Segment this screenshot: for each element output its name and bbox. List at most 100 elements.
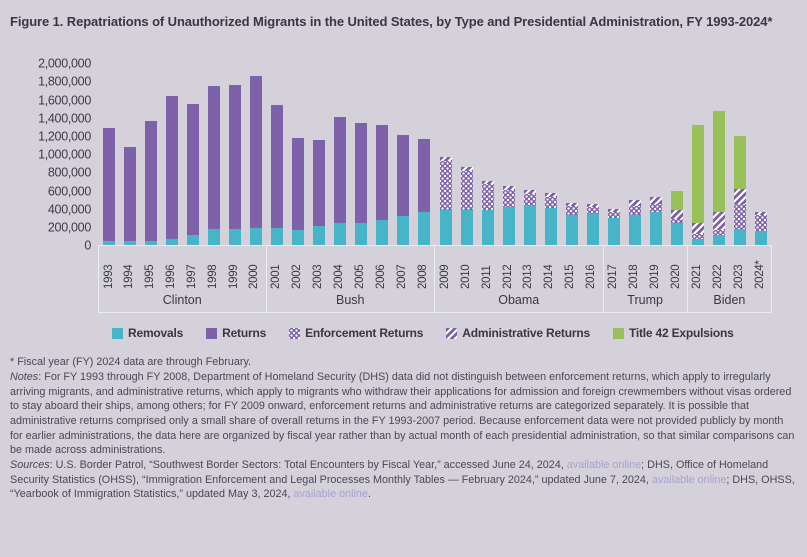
stacked-bar-2022 bbox=[713, 111, 726, 246]
stacked-bar-2018 bbox=[629, 199, 642, 246]
legend-item-title-42-expulsions: Title 42 Expulsions bbox=[612, 326, 734, 340]
stacked-bar-1995 bbox=[144, 121, 157, 246]
segment-removals bbox=[629, 214, 642, 246]
y-axis-tick-label: 1,200,000 bbox=[38, 129, 91, 144]
year-label: 1995 bbox=[144, 264, 157, 290]
stacked-bar-2014 bbox=[544, 193, 557, 246]
segment-enforcement_returns bbox=[481, 184, 494, 211]
segment-removals bbox=[671, 223, 684, 246]
segment-removals bbox=[544, 208, 557, 246]
stacked-bar-2024 bbox=[755, 212, 768, 246]
segment-returns bbox=[207, 86, 220, 230]
segment-returns bbox=[186, 103, 199, 235]
segment-removals bbox=[207, 229, 220, 246]
stacked-bar-2000 bbox=[249, 75, 262, 246]
available-online-link[interactable]: available online bbox=[293, 488, 368, 501]
stacked-bar-2015 bbox=[565, 203, 578, 246]
segment-returns bbox=[418, 138, 431, 213]
bars-row bbox=[687, 64, 772, 247]
stacked-bar-2010 bbox=[460, 167, 473, 246]
stacked-bar-2002 bbox=[292, 138, 305, 246]
stacked-bar-2021 bbox=[692, 124, 705, 246]
footnote-paragraph: Notes: For FY 1993 through FY 2008, Depa… bbox=[10, 370, 797, 458]
president-label: Bush bbox=[336, 293, 365, 308]
segment-title42 bbox=[692, 124, 705, 223]
segment-enforcement_returns bbox=[713, 230, 726, 236]
segment-returns bbox=[334, 117, 347, 224]
president-label: Clinton bbox=[162, 293, 202, 308]
segment-removals bbox=[186, 234, 199, 246]
stacked-bar-2009 bbox=[439, 156, 452, 246]
segment-removals bbox=[460, 210, 473, 246]
segment-returns bbox=[228, 85, 241, 229]
stacked-bar-2011 bbox=[481, 180, 494, 246]
segment-removals bbox=[165, 238, 178, 246]
footnote-paragraph: Sources: U.S. Border Patrol, “Southwest … bbox=[10, 458, 797, 502]
stacked-bar-2003 bbox=[313, 140, 326, 246]
segment-removals bbox=[608, 218, 621, 246]
segment-removals bbox=[271, 228, 284, 246]
y-axis-tick-label: 0 bbox=[84, 238, 91, 253]
y-axis: 2,000,000 1,800,000 1,600,000 1,400,000 1,20… bbox=[8, 57, 98, 253]
year-label: 2006 bbox=[374, 264, 387, 290]
bars-row bbox=[435, 64, 604, 247]
stacked-bar-2019 bbox=[650, 196, 663, 246]
segment-removals bbox=[102, 241, 115, 246]
year-label: 2001 bbox=[270, 264, 283, 290]
legend-label: Enforcement Returns bbox=[305, 326, 424, 341]
stacked-bar-2023 bbox=[734, 135, 747, 246]
year-label: 2009 bbox=[438, 264, 451, 290]
year-label: 1999 bbox=[227, 264, 240, 290]
available-online-link[interactable]: available online bbox=[566, 458, 642, 471]
segment-enforcement_returns bbox=[755, 215, 768, 232]
y-axis-tick-label: 1,600,000 bbox=[38, 93, 91, 108]
y-axis-tick-label: 200,000 bbox=[47, 220, 91, 235]
segment-returns bbox=[271, 105, 284, 228]
president-label: Trump bbox=[627, 293, 663, 308]
legend-swatch-icon bbox=[206, 327, 218, 339]
segment-removals bbox=[502, 207, 515, 246]
year-label: 2002 bbox=[291, 264, 304, 290]
footnote-text: Notes bbox=[10, 370, 39, 383]
segment-removals bbox=[586, 213, 599, 246]
year-label: 2011 bbox=[480, 265, 493, 290]
segment-enforcement_returns bbox=[523, 193, 536, 206]
year-label: 2023 bbox=[733, 264, 746, 290]
year-label: 2000 bbox=[248, 264, 261, 290]
year-label: 2018 bbox=[627, 264, 640, 290]
available-online-link[interactable]: available online bbox=[651, 473, 727, 486]
segment-administrative_returns bbox=[650, 196, 663, 205]
y-axis-tick-label: 400,000 bbox=[47, 202, 91, 217]
year-label: 2012 bbox=[501, 264, 514, 290]
segment-enforcement_returns bbox=[734, 203, 747, 229]
chart-legend: Removals Returns Enforcement Returns Admini… bbox=[112, 326, 807, 340]
segment-returns bbox=[313, 140, 326, 226]
year-label: 1998 bbox=[206, 264, 219, 290]
stacked-bar-2006 bbox=[376, 124, 389, 246]
stacked-bar-2017 bbox=[608, 209, 621, 246]
axis-group-box: 2009 2010 2011 2012 2013 2014 2015 2016 Obama bbox=[435, 246, 604, 314]
footnote-text: ; DHS, Office of Homeland Security Stati… bbox=[10, 458, 769, 486]
segment-removals bbox=[397, 216, 410, 246]
footnote-text: : U.S. Border Patrol, “Southwest Border … bbox=[49, 458, 567, 471]
segment-returns bbox=[144, 121, 157, 241]
segment-returns bbox=[355, 122, 368, 223]
segment-administrative_returns bbox=[565, 203, 578, 207]
year-label: 2017 bbox=[607, 264, 620, 290]
segment-removals bbox=[481, 210, 494, 246]
segment-returns bbox=[165, 95, 178, 239]
stacked-bar-1997 bbox=[186, 103, 199, 246]
bars-row bbox=[98, 64, 267, 247]
administration-group-trump: 2017 2018 2019 2020 Trump bbox=[603, 64, 688, 314]
year-label: 2005 bbox=[353, 264, 366, 290]
segment-removals bbox=[692, 239, 705, 246]
year-label: 2004 bbox=[333, 264, 346, 290]
bars-row bbox=[603, 64, 688, 247]
footnote-text: . bbox=[367, 488, 371, 501]
legend-item-removals: Removals bbox=[112, 326, 183, 340]
footnote-text: * Fiscal year (FY) 2024 data are through… bbox=[10, 356, 252, 369]
stacked-bar-2020 bbox=[671, 190, 684, 246]
segment-administrative_returns bbox=[608, 209, 621, 212]
stacked-bar-1993 bbox=[102, 128, 115, 246]
segment-removals bbox=[565, 214, 578, 246]
